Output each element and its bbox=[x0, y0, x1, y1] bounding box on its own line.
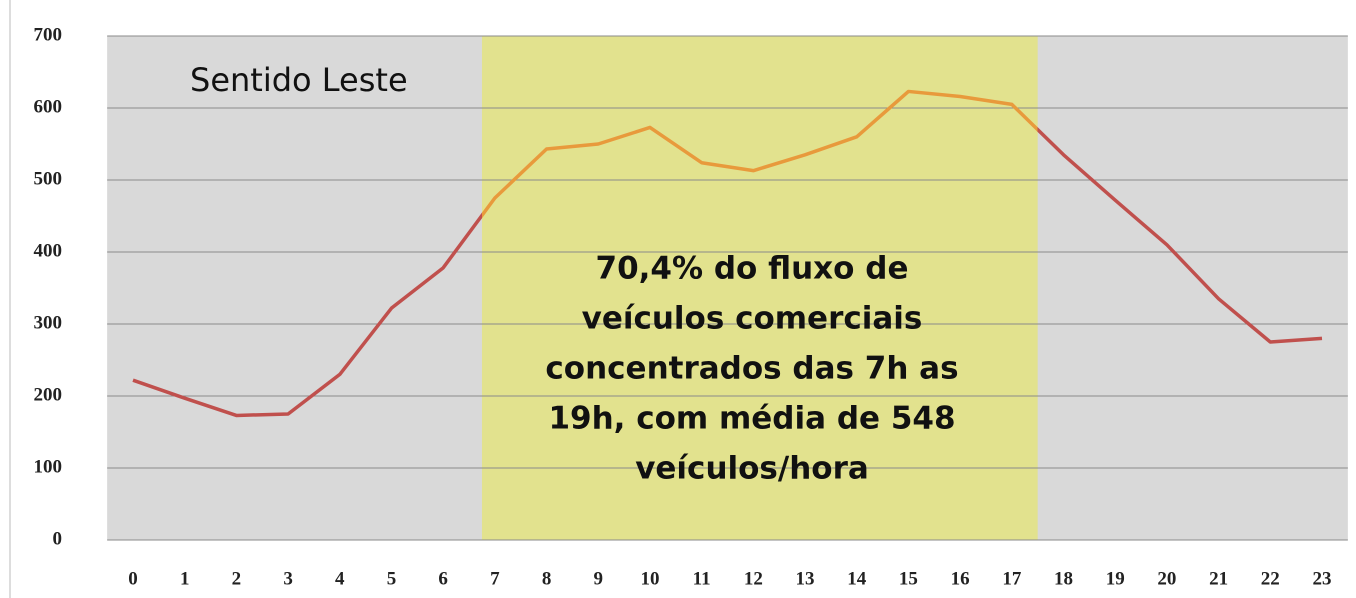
x-tick-label: 15 bbox=[899, 568, 918, 589]
x-tick-label: 16 bbox=[951, 568, 970, 589]
note-line: 70,4% do fluxo de bbox=[596, 251, 909, 287]
y-tick-label: 400 bbox=[34, 240, 63, 261]
x-tick-label: 3 bbox=[283, 568, 293, 589]
annotation: Sentido Leste bbox=[190, 61, 408, 99]
y-tick-label: 100 bbox=[34, 456, 63, 477]
x-tick-label: 5 bbox=[387, 568, 397, 589]
x-tick-label: 23 bbox=[1313, 568, 1332, 589]
x-tick-label: 20 bbox=[1157, 568, 1176, 589]
x-tick-label: 22 bbox=[1261, 568, 1280, 589]
x-tick-label: 2 bbox=[232, 568, 242, 589]
note-line: concentrados das 7h as bbox=[545, 351, 958, 387]
data-line bbox=[132, 89, 1323, 418]
x-tick-label: 12 bbox=[744, 568, 763, 589]
y-tick-label: 0 bbox=[53, 528, 63, 549]
y-tick-label: 700 bbox=[34, 24, 63, 45]
x-tick-label: 7 bbox=[490, 568, 500, 589]
note-line: 19h, com média de 548 bbox=[548, 401, 955, 437]
x-tick-label: 8 bbox=[542, 568, 552, 589]
x-tick-label: 1 bbox=[180, 568, 190, 589]
note-line: veículos comerciais bbox=[582, 301, 923, 337]
x-tick-label: 6 bbox=[438, 568, 448, 589]
y-tick-label: 600 bbox=[34, 96, 63, 117]
x-tick-label: 11 bbox=[693, 568, 711, 589]
x-tick-label: 9 bbox=[594, 568, 604, 589]
note-line: veículos/hora bbox=[635, 451, 869, 487]
x-tick-label: 0 bbox=[128, 568, 138, 589]
x-tick-label: 4 bbox=[335, 568, 345, 589]
x-tick-label: 10 bbox=[640, 568, 659, 589]
x-tick-label: 19 bbox=[1106, 568, 1125, 589]
x-tick-label: 14 bbox=[847, 568, 867, 589]
y-tick-label: 200 bbox=[34, 384, 63, 405]
x-tick-label: 13 bbox=[796, 568, 815, 589]
highlight-region bbox=[481, 36, 1038, 540]
y-tick-label: 300 bbox=[34, 312, 63, 333]
x-tick-label: 17 bbox=[1002, 568, 1022, 589]
x-tick-label: 18 bbox=[1054, 568, 1073, 589]
x-tick-label: 21 bbox=[1209, 568, 1228, 589]
y-tick-label: 500 bbox=[34, 168, 63, 189]
